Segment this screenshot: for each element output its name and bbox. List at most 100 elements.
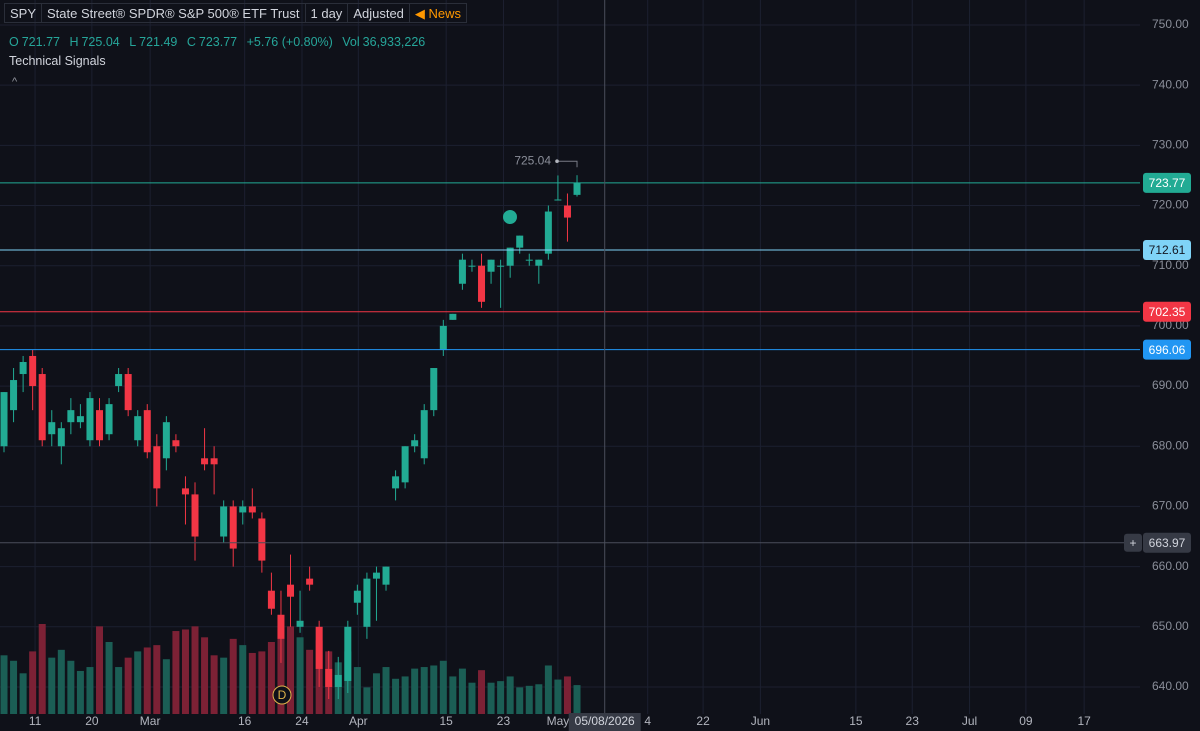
candle-body — [439, 325, 447, 350]
collapse-toggle[interactable]: ^ — [12, 76, 18, 88]
candle-body — [411, 440, 419, 447]
volume-bar — [181, 629, 189, 714]
price-label-bg — [1143, 239, 1191, 260]
x-tick-label: 09 — [1019, 714, 1033, 728]
volume-bar — [277, 629, 285, 714]
candle-body — [134, 416, 142, 441]
candle-body — [382, 566, 390, 585]
candle-body — [535, 259, 543, 266]
high-marker — [557, 160, 578, 168]
volume-bar — [544, 665, 552, 714]
candle-body — [525, 259, 533, 261]
volume-bar — [162, 659, 170, 714]
instrument-name[interactable]: State Street® SPDR® S&P 500® ETF Trust — [42, 3, 306, 23]
x-tick-label: 24 — [295, 714, 309, 728]
indicator-title[interactable]: Technical Signals — [9, 54, 106, 68]
volume-bar — [210, 655, 218, 714]
symbol[interactable]: SPY — [4, 3, 43, 23]
candle-body — [124, 374, 132, 411]
volume-bar — [124, 657, 132, 714]
close-label: C — [186, 35, 196, 49]
volume-bar — [497, 681, 505, 714]
volume-bar — [296, 637, 304, 714]
y-tick-label: 690.00 — [1152, 378, 1189, 392]
y-tick-label: 650.00 — [1152, 619, 1189, 633]
candle-body — [210, 458, 218, 465]
volume-bar — [401, 676, 409, 714]
candle-body — [287, 584, 295, 597]
x-tick-label: 15 — [440, 714, 454, 728]
candle-body — [458, 259, 466, 284]
volume-bar — [19, 673, 27, 714]
candle-body — [67, 410, 75, 423]
x-tick-label: 17 — [1077, 714, 1091, 728]
candle-body — [191, 494, 199, 537]
adjustment[interactable]: Adjusted — [348, 3, 410, 23]
volume-bar — [439, 660, 447, 714]
signal-marker — [503, 210, 517, 224]
volume-bar — [478, 670, 486, 714]
news-label[interactable]: News — [428, 6, 462, 21]
crosshair-plus-bg[interactable] — [1124, 533, 1142, 552]
x-tick-label: 22 — [696, 714, 710, 728]
volume-bar — [487, 682, 495, 714]
x-tick-label: Mar — [140, 714, 161, 728]
volume-bar — [468, 682, 476, 714]
volume-value: 36,933,226 — [362, 35, 426, 49]
high-label: H — [69, 35, 79, 49]
volume-bar — [258, 651, 266, 714]
candle-body — [506, 247, 514, 266]
volume-bar — [96, 626, 104, 714]
y-tick-label: 710.00 — [1152, 258, 1189, 272]
symbol-bar: SPY State Street® SPDR® S&P 500® ETF Tru… — [4, 3, 468, 23]
volume-bar — [363, 687, 371, 714]
volume-bar — [172, 631, 180, 714]
candle-body — [449, 313, 457, 320]
y-tick-label: 660.00 — [1152, 559, 1189, 573]
volume-bar — [563, 676, 571, 714]
interval[interactable]: 1 day — [305, 3, 349, 23]
candle-body — [153, 446, 161, 489]
candle-body — [401, 446, 409, 483]
low-value: 721.49 — [139, 35, 178, 49]
candle-body — [143, 410, 151, 453]
candle-body — [115, 374, 123, 387]
x-tick-label: 23 — [497, 714, 511, 728]
candle-body — [96, 410, 104, 441]
close-value: 723.77 — [198, 35, 238, 49]
volume-bar — [248, 652, 256, 714]
price-label-bg — [1143, 339, 1191, 360]
volume-bar — [115, 667, 123, 714]
x-tick-label: Jul — [962, 714, 977, 728]
volume-bar — [554, 679, 562, 714]
news-button[interactable]: ◀︎ News — [409, 3, 468, 23]
candle-body — [315, 626, 323, 669]
volume-bar — [239, 645, 247, 714]
y-tick-label: 750.00 — [1152, 17, 1189, 31]
candle-body — [277, 614, 285, 639]
volume-bar — [411, 668, 419, 714]
volume-bar — [57, 649, 65, 714]
volume-label: Vol — [342, 35, 360, 49]
candle-body — [181, 488, 189, 495]
candle-body — [267, 590, 275, 609]
volume-bar — [525, 685, 533, 714]
candle-body — [10, 380, 18, 411]
volume-bar — [372, 673, 380, 714]
x-tick-label: Jun — [751, 714, 770, 728]
y-tick-label: 670.00 — [1152, 499, 1189, 513]
volume-bar — [506, 676, 514, 714]
volume-bar — [153, 645, 161, 714]
volume-bar — [229, 638, 237, 714]
volume-bar — [29, 651, 37, 714]
x-tick-label: 4 — [644, 714, 651, 728]
volume-bar — [38, 624, 46, 714]
candle-body — [353, 590, 361, 603]
candle-body — [86, 398, 94, 441]
candle-body — [229, 506, 237, 549]
candle-body — [201, 458, 209, 465]
candle-body — [487, 259, 495, 272]
high-value: 725.04 — [81, 35, 120, 49]
